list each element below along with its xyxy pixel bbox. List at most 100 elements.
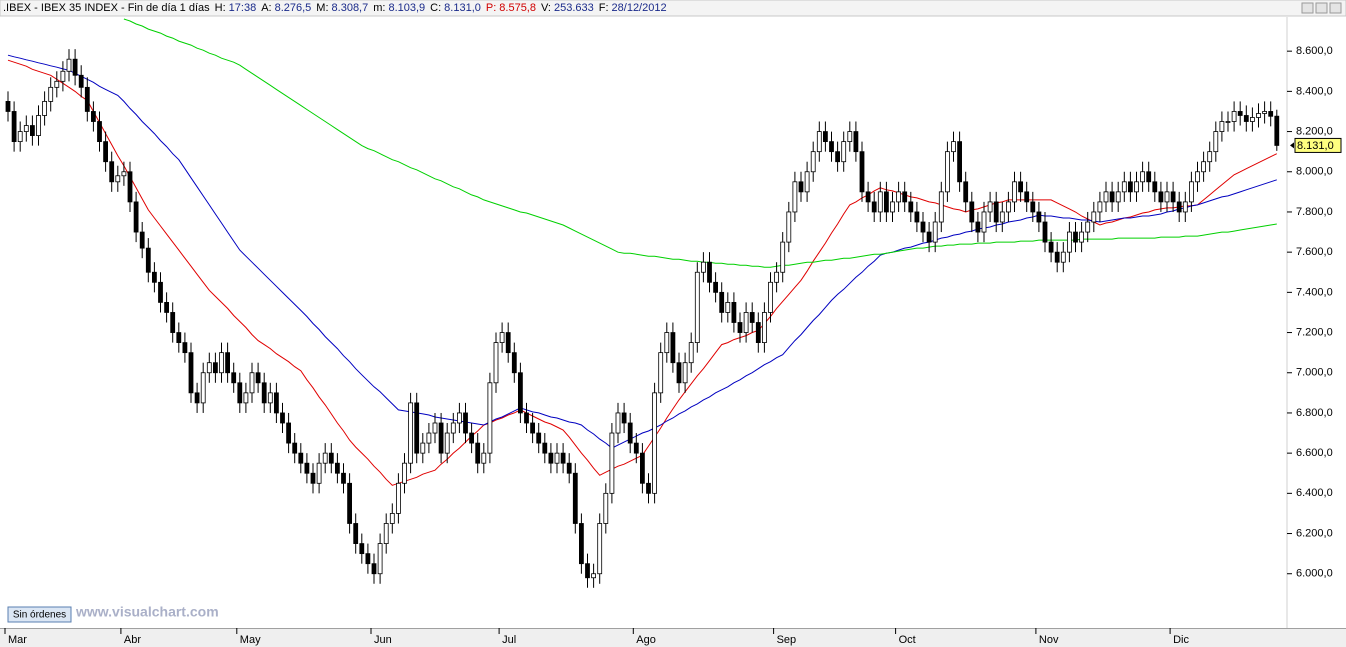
candle-body xyxy=(896,191,901,203)
x-tick-label: Abr xyxy=(124,634,141,646)
candle-body xyxy=(188,352,194,394)
candle-body xyxy=(1201,161,1206,173)
candle-body xyxy=(871,201,877,213)
candle-body xyxy=(682,362,688,384)
candle-body xyxy=(273,392,279,414)
candle-body xyxy=(328,452,334,464)
candle-body xyxy=(554,452,560,464)
y-tick-label: 8.600,0 xyxy=(1296,45,1333,57)
orders-button-label[interactable]: Sin órdenes xyxy=(13,610,66,621)
candle-body xyxy=(694,271,700,343)
header-value: 17:38 xyxy=(229,2,257,14)
y-tick-label: 7.000,0 xyxy=(1296,367,1333,379)
x-tick-label: Jul xyxy=(502,634,516,646)
candle-body xyxy=(585,563,590,579)
candle-body xyxy=(633,442,639,454)
candle-body xyxy=(719,291,725,313)
candle-body xyxy=(1146,171,1152,183)
candle-body xyxy=(1176,201,1182,213)
candle-body xyxy=(182,342,188,354)
candle-body xyxy=(755,322,761,343)
candle-body xyxy=(670,332,676,364)
header-label: F: xyxy=(599,2,609,14)
candle-body xyxy=(932,221,938,243)
candle-body xyxy=(255,372,261,384)
candle-body xyxy=(676,362,682,384)
candle-body xyxy=(206,362,212,374)
candle-body xyxy=(1036,211,1042,223)
candle-body xyxy=(707,261,712,283)
candle-body xyxy=(347,482,353,524)
candle-body xyxy=(133,201,139,233)
average-line xyxy=(7,59,1278,486)
candle-body xyxy=(23,125,29,132)
window-button[interactable] xyxy=(1301,2,1314,14)
candle-body xyxy=(420,442,426,454)
x-axis-strip xyxy=(0,628,1346,647)
candle-body xyxy=(890,201,895,213)
candle-body xyxy=(743,312,749,333)
candle-body xyxy=(1274,115,1280,146)
candle-body xyxy=(389,513,395,524)
candle-body xyxy=(1073,231,1078,243)
candle-body xyxy=(1121,181,1127,193)
y-tick-label: 7.600,0 xyxy=(1296,246,1333,258)
window-button[interactable] xyxy=(1329,2,1342,14)
candle-body xyxy=(1262,111,1267,114)
candle-body xyxy=(292,442,298,454)
candle-body xyxy=(505,332,511,354)
candle-body xyxy=(762,312,767,343)
candle-body xyxy=(481,452,487,464)
candle-body xyxy=(1213,131,1219,153)
candle-body xyxy=(1018,181,1023,193)
y-tick-label: 7.800,0 xyxy=(1296,206,1333,218)
candle-body xyxy=(920,221,926,233)
candle-body xyxy=(987,201,993,213)
candle-body xyxy=(78,74,84,88)
y-tick-label: 6.400,0 xyxy=(1296,487,1333,499)
candle-body xyxy=(566,462,572,474)
candle-body xyxy=(145,247,151,273)
header-label: V: xyxy=(541,2,551,14)
candle-body xyxy=(1250,117,1255,122)
header-label: P: xyxy=(486,2,496,14)
candle-body xyxy=(1097,201,1103,213)
candle-body xyxy=(981,211,987,233)
header-label: A: xyxy=(261,2,271,14)
candle-body xyxy=(499,332,505,343)
candle-body xyxy=(993,201,999,223)
average-line xyxy=(7,54,1277,449)
candle-body xyxy=(304,462,310,474)
candle-body xyxy=(615,412,621,434)
candle-body xyxy=(66,58,72,72)
candle-body xyxy=(463,412,468,434)
candle-body xyxy=(1256,113,1261,118)
candle-body xyxy=(688,342,694,364)
candle-body xyxy=(902,191,908,203)
orders-button[interactable] xyxy=(7,606,72,623)
candle-body xyxy=(609,432,615,494)
candle-body xyxy=(72,58,78,76)
candle-body xyxy=(780,241,786,273)
x-tick-label: Ago xyxy=(636,634,656,646)
candle-body xyxy=(432,422,438,434)
candle-body xyxy=(1048,241,1054,253)
candle-body xyxy=(267,392,273,404)
candle-body xyxy=(200,372,206,404)
candle-body xyxy=(591,573,596,579)
candle-body xyxy=(579,523,584,565)
candle-body xyxy=(54,80,60,88)
candle-body xyxy=(999,211,1005,223)
candle-body xyxy=(524,412,529,424)
x-tick-label: Sep xyxy=(777,634,797,646)
candle-body xyxy=(1006,201,1011,213)
candle-body xyxy=(322,452,328,464)
candle-body xyxy=(139,231,145,249)
candle-body xyxy=(1103,191,1109,203)
candle-body xyxy=(1231,111,1237,122)
candle-body xyxy=(749,312,755,323)
window-button[interactable] xyxy=(1315,2,1328,14)
candle-body xyxy=(1140,171,1145,183)
header-label: m: xyxy=(373,2,385,14)
candle-body xyxy=(621,412,627,424)
